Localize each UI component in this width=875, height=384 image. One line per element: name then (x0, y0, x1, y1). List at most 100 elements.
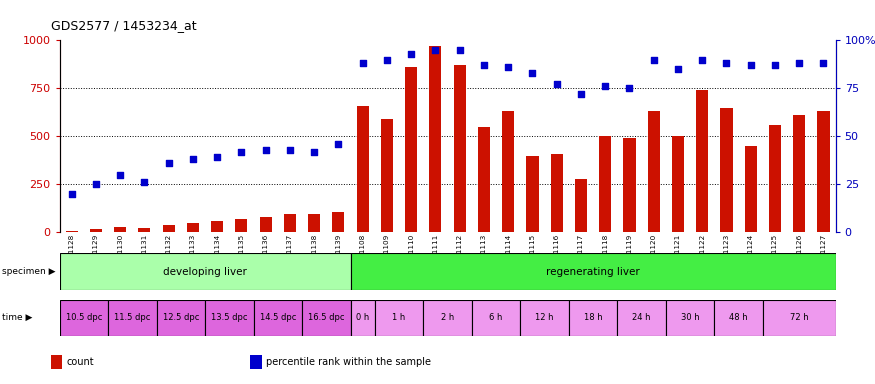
Point (816, 60, 830, 66)
Bar (430, 46, 442, 232)
Bar (720, 108, 732, 232)
Text: specimen ▶: specimen ▶ (2, 267, 55, 276)
Point (429, 47, 443, 53)
Point (501, 64, 515, 70)
Bar (332, 212, 345, 232)
Bar (527, 156, 538, 232)
Bar (60, 253, 351, 290)
Text: 13.5 dpc: 13.5 dpc (211, 313, 248, 322)
Bar (793, 115, 805, 232)
Point (404, 51, 418, 57)
Text: developing liver: developing liver (163, 266, 247, 277)
Bar (66, 231, 78, 232)
Bar (351, 300, 374, 336)
Point (452, 47, 466, 53)
Bar (424, 300, 472, 336)
Point (622, 85, 636, 91)
Bar (284, 214, 296, 232)
Bar (550, 154, 563, 232)
Bar (205, 300, 254, 336)
Text: 12 h: 12 h (536, 313, 554, 322)
Bar (648, 111, 660, 232)
Point (355, 60, 369, 66)
Bar (575, 179, 587, 232)
Text: 48 h: 48 h (729, 313, 748, 322)
Text: 11.5 dpc: 11.5 dpc (114, 313, 150, 322)
Bar (211, 221, 223, 232)
Bar (108, 300, 157, 336)
Bar (157, 300, 205, 336)
Bar (453, 65, 466, 232)
Point (137, 179, 151, 185)
Text: 30 h: 30 h (681, 313, 699, 322)
Bar (817, 111, 829, 232)
Text: 1 h: 1 h (392, 313, 406, 322)
Bar (599, 136, 612, 232)
Bar (502, 111, 514, 232)
Point (234, 149, 248, 155)
Text: 0 h: 0 h (356, 313, 369, 322)
Text: 24 h: 24 h (633, 313, 651, 322)
Text: 14.5 dpc: 14.5 dpc (260, 313, 296, 322)
Bar (763, 300, 836, 336)
Point (526, 70, 540, 76)
Point (89, 181, 103, 187)
Bar (351, 253, 836, 290)
Point (792, 60, 806, 66)
Bar (138, 228, 150, 232)
Text: 16.5 dpc: 16.5 dpc (308, 313, 345, 322)
Bar (381, 119, 393, 232)
Point (380, 56, 394, 63)
Bar (714, 300, 763, 336)
Bar (235, 219, 248, 232)
Point (65, 191, 79, 197)
Bar (374, 300, 424, 336)
Point (598, 83, 612, 89)
Bar (308, 214, 320, 232)
Point (307, 149, 321, 155)
Bar (114, 227, 126, 232)
Text: count: count (66, 357, 94, 367)
Point (162, 160, 176, 166)
Text: GDS2577 / 1453234_at: GDS2577 / 1453234_at (51, 19, 196, 32)
Point (477, 62, 491, 68)
Text: 72 h: 72 h (790, 313, 808, 322)
Bar (672, 136, 684, 232)
Point (210, 154, 224, 161)
Text: time ▶: time ▶ (2, 313, 32, 322)
Point (332, 141, 346, 147)
Point (671, 66, 685, 72)
Bar (357, 106, 368, 232)
Point (550, 81, 564, 88)
Point (574, 91, 588, 97)
Bar (405, 67, 417, 232)
Bar (254, 300, 302, 336)
Bar (618, 300, 666, 336)
Point (744, 62, 758, 68)
Point (259, 147, 273, 153)
Point (696, 56, 710, 63)
Bar (60, 300, 108, 336)
Bar (250, 355, 262, 369)
Text: regenerating liver: regenerating liver (546, 266, 640, 277)
Bar (472, 300, 521, 336)
Text: 6 h: 6 h (489, 313, 503, 322)
Point (768, 62, 782, 68)
Bar (769, 125, 781, 232)
Bar (696, 90, 708, 232)
Bar (51, 355, 62, 369)
Point (283, 147, 297, 153)
Text: 12.5 dpc: 12.5 dpc (163, 313, 199, 322)
Bar (260, 217, 272, 232)
Bar (302, 300, 351, 336)
Bar (187, 223, 199, 232)
Bar (666, 300, 714, 336)
Text: 18 h: 18 h (584, 313, 602, 322)
Point (113, 172, 127, 178)
Bar (623, 138, 635, 232)
Text: 2 h: 2 h (441, 313, 454, 322)
Point (186, 156, 200, 162)
Text: 10.5 dpc: 10.5 dpc (66, 313, 102, 322)
Bar (478, 127, 490, 232)
Bar (569, 300, 618, 336)
